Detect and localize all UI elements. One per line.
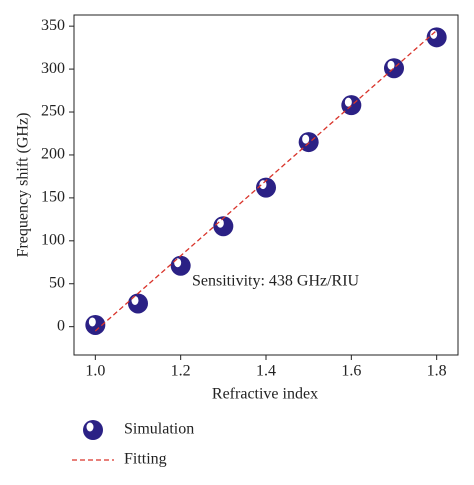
y-tick-label: 300 xyxy=(41,60,65,77)
marker-highlight xyxy=(387,60,395,70)
y-tick-label: 250 xyxy=(41,103,65,120)
marker-highlight xyxy=(88,317,96,327)
y-axis-label: Frequency shift (GHz) xyxy=(15,113,32,258)
marker-highlight xyxy=(86,422,94,432)
y-tick-label: 50 xyxy=(49,274,65,291)
y-tick-label: 150 xyxy=(41,189,65,206)
x-tick-label: 1.6 xyxy=(341,363,361,380)
marker-highlight xyxy=(174,258,182,268)
y-tick-label: 0 xyxy=(57,317,65,334)
marker xyxy=(384,58,404,79)
marker xyxy=(83,420,103,440)
fit-line xyxy=(94,29,438,332)
y-tick-label: 200 xyxy=(41,146,65,163)
marker-highlight xyxy=(302,134,310,144)
marker-highlight xyxy=(216,218,224,228)
x-tick-label: 1.0 xyxy=(85,363,105,380)
marker-highlight xyxy=(430,29,438,39)
x-axis-label: Refractive index xyxy=(212,386,318,403)
x-tick-label: 1.8 xyxy=(427,363,447,380)
annotation: Sensitivity: 438 GHz/RIU xyxy=(192,273,360,290)
x-tick-label: 1.2 xyxy=(171,363,191,380)
legend-label: Simulation xyxy=(124,421,194,438)
y-tick-label: 100 xyxy=(41,231,65,248)
y-tick-label: 350 xyxy=(41,17,65,34)
marker xyxy=(128,293,148,314)
marker-highlight xyxy=(344,97,352,107)
legend-label: Fitting xyxy=(124,451,167,468)
marker xyxy=(213,216,234,237)
marker xyxy=(170,255,191,276)
x-tick-label: 1.4 xyxy=(256,363,276,380)
